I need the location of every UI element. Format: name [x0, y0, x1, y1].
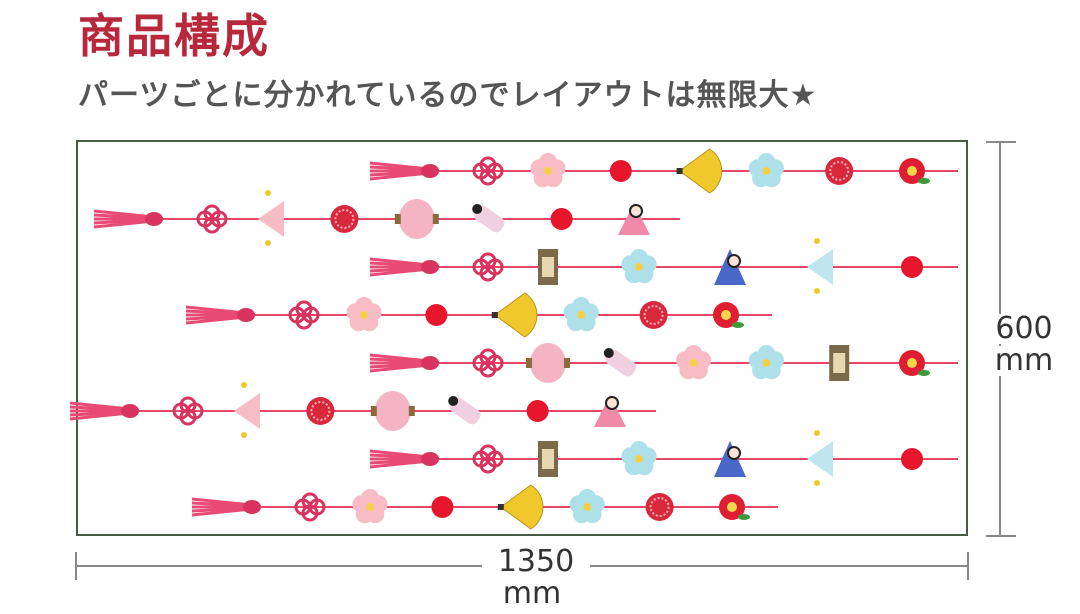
red-ball-icon [901, 448, 923, 470]
blue-paper-lantern-icon [807, 238, 833, 294]
princess-doll-icon [618, 203, 650, 235]
knot-icon [472, 252, 504, 282]
knot-icon [294, 492, 326, 522]
temari-ball-icon [825, 157, 854, 185]
paper-lantern-icon [234, 382, 260, 438]
height-value: 600 [972, 314, 1076, 344]
blue-blossom-icon [748, 153, 784, 188]
height-unit: mm [972, 346, 1076, 376]
knot-icon [472, 444, 504, 474]
emperor-doll-icon [714, 441, 746, 477]
camellia-icon [719, 494, 750, 520]
width-unit: mm [482, 579, 582, 609]
temari-ball-icon [306, 397, 335, 425]
lantern-stand-icon [829, 345, 850, 381]
folding-fan-icon [676, 148, 723, 194]
blue-blossom-icon [569, 489, 605, 524]
folding-fan-icon [491, 292, 538, 338]
tassel-icon [185, 305, 255, 325]
knot-icon [472, 156, 504, 186]
lantern-stand-icon [538, 249, 558, 285]
kimono-doll-icon [448, 396, 481, 425]
knot-icon [472, 348, 504, 378]
folding-fan-icon [497, 484, 544, 530]
ornament-strand [369, 238, 958, 294]
red-ball-icon [901, 256, 923, 278]
page-title: 商品構成 [78, 9, 270, 63]
blue-blossom-icon [621, 249, 657, 284]
ornament-strand [93, 190, 680, 246]
tassel-icon [369, 257, 439, 277]
tassel-icon [191, 497, 261, 517]
knot-icon [172, 396, 204, 426]
tassel-icon [93, 209, 163, 229]
paper-lantern-icon [258, 190, 284, 246]
red-ball-icon [431, 496, 454, 518]
width-value: 1350 [482, 547, 590, 577]
ornament-strand [369, 148, 958, 194]
princess-doll-icon [594, 395, 626, 427]
tassel-icon [369, 161, 439, 181]
ornament-strand [69, 382, 656, 438]
temari-ball-icon [645, 493, 674, 521]
pink-lantern-icon [394, 199, 439, 239]
ornament-strand [185, 292, 772, 338]
ornament-strand [369, 343, 958, 383]
camellia-icon [899, 158, 930, 184]
camellia-icon [899, 350, 930, 376]
blue-blossom-icon [621, 441, 657, 476]
plum-blossom-icon [676, 345, 712, 380]
plum-blossom-icon [530, 153, 566, 188]
tassel-icon [369, 353, 439, 373]
tassel-icon [369, 449, 439, 469]
blue-blossom-icon [563, 297, 599, 332]
emperor-doll-icon [714, 249, 746, 285]
pink-lantern-icon [370, 391, 415, 431]
temari-ball-icon [330, 205, 359, 233]
knot-icon [196, 204, 228, 234]
red-ball-icon [609, 160, 632, 182]
red-ball-icon [425, 304, 448, 326]
ornament-strand [369, 430, 958, 486]
camellia-icon [713, 302, 744, 328]
red-ball-icon [526, 400, 549, 422]
temari-ball-icon [639, 301, 668, 329]
kimono-doll-icon [603, 348, 637, 377]
red-ball-icon [550, 208, 573, 230]
pink-lantern-icon [526, 343, 570, 383]
product-layout-panel [76, 140, 968, 536]
ornament-strand [191, 484, 778, 530]
plum-blossom-icon [352, 489, 388, 524]
page-subtitle: パーツごとに分かれているのでレイアウトは無限大★ [78, 78, 818, 113]
blue-paper-lantern-icon [807, 430, 833, 486]
plum-blossom-icon [346, 297, 382, 332]
lantern-stand-icon [538, 441, 558, 477]
kimono-doll-icon [472, 204, 505, 233]
knot-icon [288, 300, 320, 330]
blue-blossom-icon [748, 345, 784, 380]
tassel-icon [69, 401, 139, 421]
